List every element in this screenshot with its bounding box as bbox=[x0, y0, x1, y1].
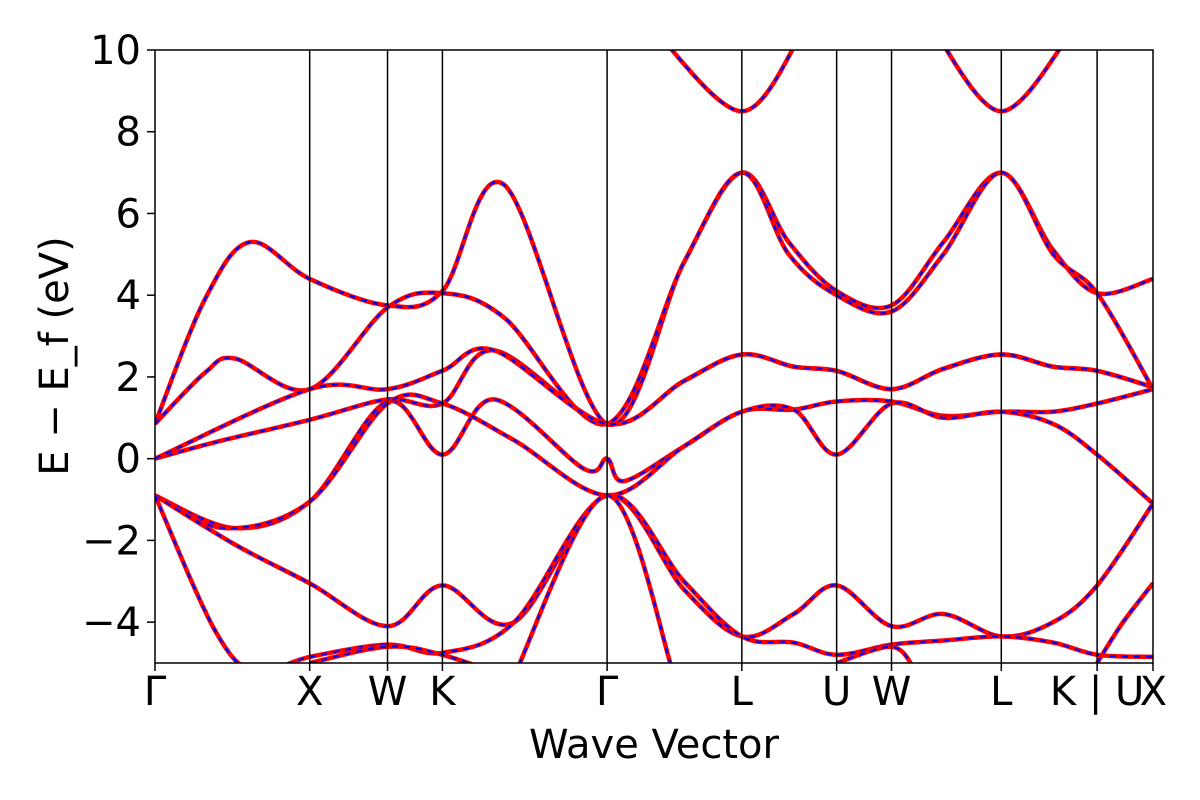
band-line bbox=[309, 644, 476, 663]
y-tick-label: −2 bbox=[82, 518, 141, 564]
x-tick-label: X bbox=[296, 669, 323, 715]
x-tick-label: Γ bbox=[144, 669, 167, 715]
kpoint-lines bbox=[308, 50, 1098, 663]
x-tick-label: W bbox=[368, 669, 408, 715]
x-tick-label: Γ bbox=[596, 669, 619, 715]
x-tick-label: L bbox=[990, 669, 1013, 715]
x-axis-title: Wave Vector bbox=[529, 722, 780, 768]
y-tick-label: 6 bbox=[116, 191, 141, 237]
bands-layer bbox=[155, 50, 1153, 663]
band-line bbox=[155, 493, 1153, 640]
band-line-dashed bbox=[155, 171, 1153, 426]
band-line-dashed bbox=[945, 50, 1061, 113]
x-tick-label: K | U bbox=[1050, 669, 1144, 715]
y-tick-label: 4 bbox=[116, 273, 141, 319]
y-tick-label: 0 bbox=[116, 437, 141, 483]
band-line-dashed bbox=[670, 50, 794, 113]
y-tick-label: −4 bbox=[82, 600, 141, 646]
y-tick-label: 8 bbox=[116, 110, 141, 156]
band-line-dashed bbox=[1096, 582, 1153, 663]
band-line-dashed bbox=[155, 494, 1153, 639]
x-tick-label: X bbox=[1140, 669, 1167, 715]
band-line bbox=[155, 492, 1153, 663]
y-axis-title: E − E_f (eV) bbox=[32, 236, 78, 475]
band-line-dashed bbox=[155, 347, 1153, 460]
x-tick-label: K bbox=[429, 669, 457, 715]
x-tick-label: L bbox=[731, 669, 754, 715]
band-line bbox=[155, 170, 1153, 427]
band-line-dashed bbox=[155, 494, 1153, 663]
plot-frame bbox=[154, 49, 1154, 664]
band-line bbox=[155, 170, 1153, 427]
band-line-dashed bbox=[155, 171, 1153, 426]
band-line bbox=[944, 50, 1062, 114]
x-tick-label: U bbox=[822, 669, 851, 715]
band-line-dashed bbox=[836, 645, 912, 663]
y-tick-label: 2 bbox=[116, 355, 141, 401]
y-tick-label: 10 bbox=[90, 28, 141, 74]
band-line-dashed bbox=[155, 388, 1153, 530]
y-axis: 10 8 6 4 2 0 −2 −4 bbox=[82, 28, 155, 646]
x-tick-label: W bbox=[872, 669, 912, 715]
